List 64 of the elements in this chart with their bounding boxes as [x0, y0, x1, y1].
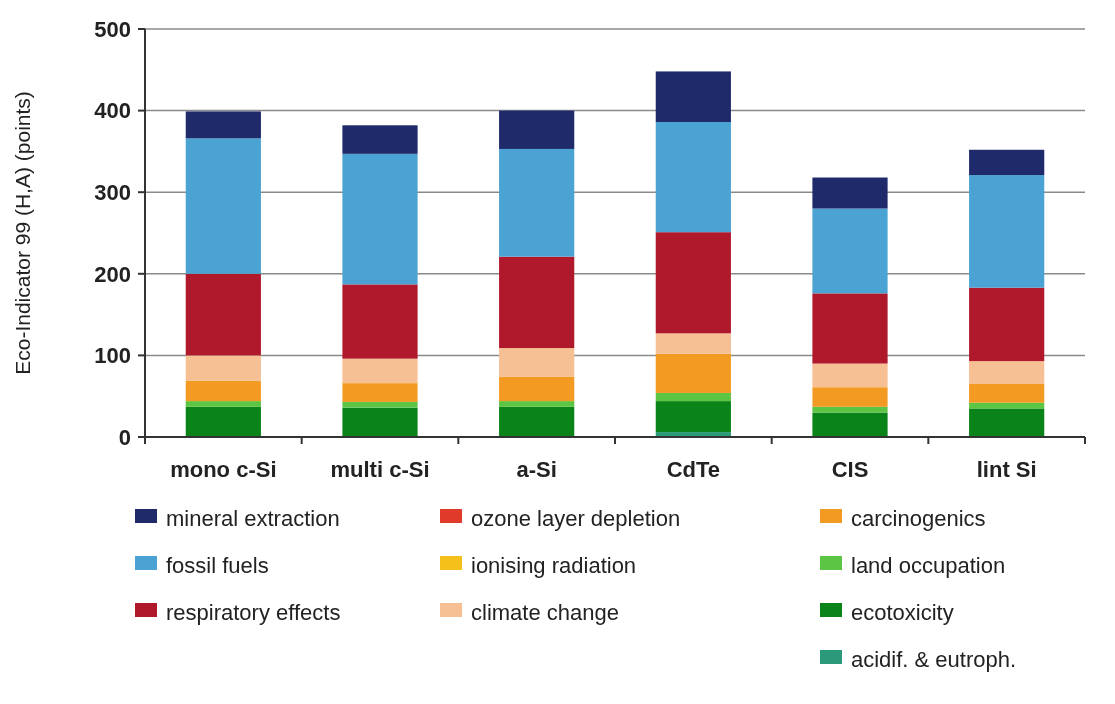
- y-tick-label: 500: [94, 16, 131, 42]
- bar: [342, 407, 418, 437]
- x-tick-label: multi c-Si: [330, 457, 430, 482]
- bar: [812, 208, 888, 294]
- bar: [969, 287, 1045, 362]
- legend-label: ozone layer depletion: [471, 505, 681, 531]
- bar: [342, 358, 418, 384]
- bar: [969, 361, 1045, 384]
- legend-label: respiratory effects: [166, 599, 341, 625]
- y-axis-title: Eco-Indicator 99 (H,A) (points): [11, 91, 34, 375]
- bar: [185, 273, 261, 356]
- y-tick-label: 0: [118, 424, 131, 450]
- bar: [655, 401, 731, 433]
- bar: [655, 392, 731, 402]
- bar: [812, 177, 888, 209]
- legend-label: acidif. & eutroph.: [851, 646, 1017, 672]
- bar: [969, 175, 1045, 288]
- bar: [185, 355, 261, 381]
- bar: [655, 353, 731, 393]
- bar: [499, 376, 575, 402]
- bar: [185, 111, 261, 139]
- legend-label: mineral extraction: [166, 505, 340, 531]
- legend-label: land occupation: [851, 552, 1006, 578]
- bar: [499, 348, 575, 377]
- bar: [499, 110, 575, 149]
- bar: [812, 363, 888, 388]
- bar: [812, 406, 888, 413]
- x-tick-label: CdTe: [666, 457, 721, 482]
- bar: [342, 401, 418, 408]
- bar: [499, 406, 575, 437]
- bar: [812, 293, 888, 364]
- bar: [969, 383, 1045, 403]
- legend-label: ecotoxicity: [851, 599, 954, 625]
- bar: [812, 412, 888, 437]
- y-tick-label: 200: [94, 261, 131, 287]
- bar: [655, 71, 731, 123]
- bar: [655, 333, 731, 354]
- bar: [499, 401, 575, 407]
- y-tick-label: 300: [94, 179, 131, 205]
- bar: [655, 122, 731, 233]
- legend-label: carcinogenics: [851, 505, 986, 531]
- bar: [655, 232, 731, 334]
- legend-label: ionising radiation: [471, 552, 637, 578]
- y-tick-label: 400: [94, 98, 131, 124]
- bar: [499, 148, 575, 257]
- y-tick-label: 100: [94, 343, 131, 369]
- bar: [185, 380, 261, 402]
- x-tick-label: mono c-Si: [170, 457, 277, 482]
- bar: [342, 284, 418, 359]
- bar: [342, 383, 418, 402]
- bar: [342, 153, 418, 285]
- x-tick-label: a-Si: [516, 457, 557, 482]
- bar: [969, 149, 1045, 176]
- bar: [969, 408, 1045, 437]
- x-tick-label: CIS: [831, 457, 869, 482]
- x-tick-label: lint Si: [976, 457, 1037, 482]
- bar: [185, 138, 261, 274]
- bar: [185, 401, 261, 407]
- bar: [499, 256, 575, 349]
- legend-label: climate change: [471, 599, 619, 625]
- bar: [342, 125, 418, 154]
- bar: [185, 406, 261, 437]
- bar: [812, 387, 888, 407]
- legend-label: fossil fuels: [166, 552, 269, 578]
